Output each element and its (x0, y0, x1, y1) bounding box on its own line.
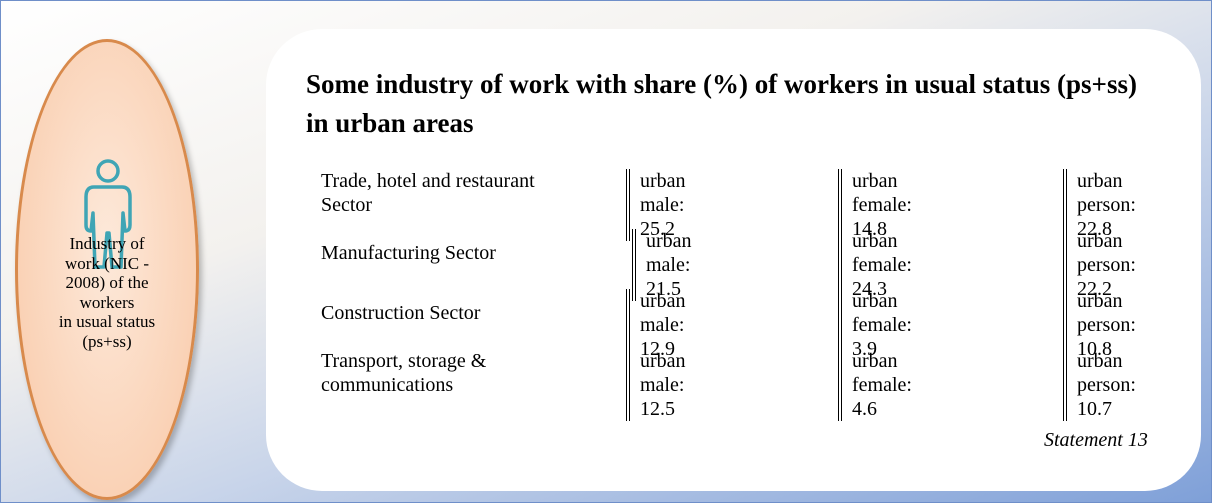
sector-name: Transport, storage & communications (321, 349, 621, 397)
sector-line: communications (321, 374, 454, 396)
sector-line: Sector (321, 194, 373, 216)
content-panel: Some industry of work with share (%) of … (266, 29, 1201, 491)
value-cell: urban person: 22.2 (1063, 229, 1136, 301)
value-cell: urban person: 22.8 (1063, 169, 1136, 241)
value-cell: urban female: 4.6 (838, 349, 912, 421)
cell-line: urban (1077, 230, 1123, 252)
sector-name: Construction Sector (321, 301, 621, 325)
sidebar-line: Industry of (69, 234, 145, 253)
cell-line: urban (640, 170, 686, 192)
value-cell: urban male: 12.5 (626, 349, 686, 421)
sidebar-line: in usual status (58, 312, 156, 331)
sidebar-line: 2008) of the (65, 273, 149, 292)
cell-line: female: 14.8 (852, 194, 912, 240)
sector-name: Trade, hotel and restaurant Sector (321, 169, 621, 217)
sector-line: Manufacturing Sector (321, 242, 496, 264)
cell-line: urban (640, 350, 686, 372)
cell-line: urban (1077, 290, 1123, 312)
cell-line: person: 10.8 (1077, 314, 1136, 360)
sector-name: Manufacturing Sector (321, 241, 621, 265)
sidebar-oval: Industry of work (NIC -2008) of the worker… (15, 39, 199, 500)
cell-line: female: 4.6 (852, 374, 912, 420)
cell-line: urban (646, 230, 692, 252)
cell-line: male: 25.2 (640, 194, 685, 240)
sidebar-text: Industry of work (NIC -2008) of the worker… (18, 234, 196, 351)
cell-line: urban (852, 170, 898, 192)
value-cell: urban person: 10.8 (1063, 289, 1136, 361)
cell-line: urban (1077, 350, 1123, 372)
value-cell: urban person: 10.7 (1063, 349, 1136, 421)
footnote: Statement 13 (1044, 429, 1148, 451)
cell-line: urban (640, 290, 686, 312)
sector-line: Transport, storage & (321, 350, 487, 372)
cell-line: person: 10.7 (1077, 374, 1136, 420)
cell-line: urban (852, 350, 898, 372)
person-icon (84, 159, 132, 269)
cell-line: urban (852, 290, 898, 312)
cell-line: person: 22.2 (1077, 254, 1136, 300)
cell-line: urban (1077, 170, 1123, 192)
value-cell: urban male: 25.2 (626, 169, 686, 241)
cell-line: male: 21.5 (646, 254, 691, 300)
value-cell: urban female: 14.8 (838, 169, 912, 241)
cell-line: male: 12.9 (640, 314, 685, 360)
sidebar-line: workers (79, 292, 135, 312)
title: Some industry of work with share (%) of … (306, 69, 1137, 138)
sector-line: Construction Sector (321, 302, 481, 324)
cell-line: female: 24.3 (852, 254, 912, 300)
sector-line: Trade, hotel and restaurant (321, 170, 535, 192)
value-cell: urban female: 3.9 (838, 289, 912, 361)
value-cell: urban male: 12.9 (626, 289, 686, 361)
cell-line: female: 3.9 (852, 314, 912, 360)
value-cell: urban female: 24.3 (838, 229, 912, 301)
value-cell: urban male: 21.5 (632, 229, 692, 301)
sidebar-line: work (NIC - (64, 253, 150, 273)
cell-line: person: 22.8 (1077, 194, 1136, 240)
cell-line: urban (852, 230, 898, 252)
sidebar-line: (ps+ss) (82, 331, 132, 351)
cell-line: male: 12.5 (640, 374, 685, 420)
